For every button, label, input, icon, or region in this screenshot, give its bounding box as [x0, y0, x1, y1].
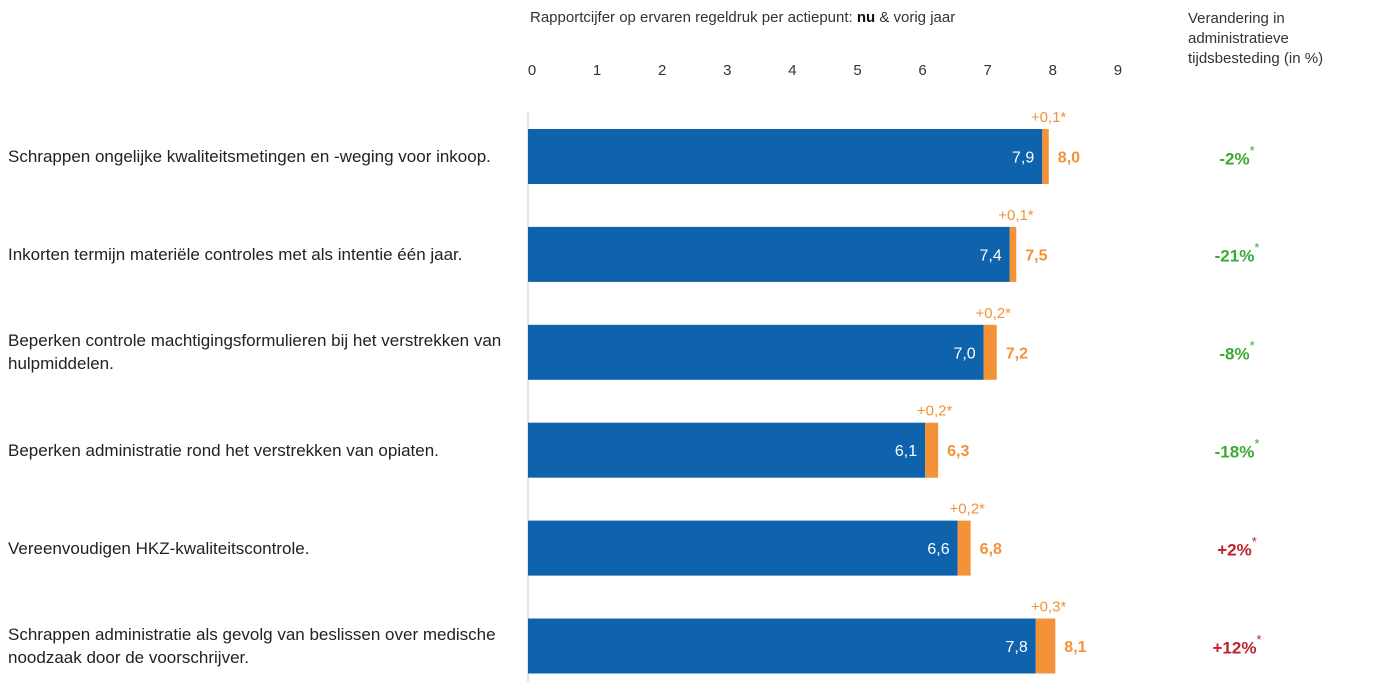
time-change-number: +2% [1217, 540, 1252, 560]
time-change-value: +12%* [1172, 632, 1302, 659]
bar-current-label: 7,2 [1006, 345, 1028, 362]
time-change-value: -2%* [1172, 142, 1302, 170]
time-change-value: -18%* [1172, 436, 1302, 463]
bar-previous [528, 618, 1036, 674]
bar-previous [528, 226, 1010, 282]
bar-previous [528, 422, 926, 478]
time-change-header-line: Verandering in [1188, 10, 1285, 27]
bar-increase [957, 520, 971, 576]
chart-title-prefix: Rapportcijfer op ervaren regeldruk per a… [530, 9, 857, 26]
time-change-number: -8% [1219, 344, 1250, 364]
category-label: Vereenvoudigen HKZ-kwaliteitscontrole. [8, 538, 310, 558]
x-tick-label: 5 [853, 62, 861, 79]
bar-previous [528, 520, 958, 576]
x-tick-label: 7 [984, 62, 992, 79]
time-change-number: -18% [1214, 442, 1255, 462]
bar-previous-label: 6,6 [927, 541, 949, 558]
time-change-marker: * [1254, 240, 1260, 256]
chart-title-suffix: & vorig jaar [875, 9, 956, 26]
x-tick-label: 2 [658, 62, 666, 79]
bar-difference-label: +0,1* [1031, 109, 1067, 126]
time-change-header-line: tijdsbesteding (in %) [1188, 50, 1324, 67]
bar-increase [983, 324, 997, 380]
bar-difference-label: +0,1* [998, 207, 1034, 224]
time-change-header-line: administratieve [1188, 30, 1289, 47]
chart-title: Rapportcijfer op ervaren regeldruk per a… [530, 9, 955, 26]
bar-increase [1035, 618, 1056, 674]
bar-current-label: 6,8 [980, 541, 1002, 558]
time-change-value: -21%* [1172, 240, 1302, 267]
time-change-marker: * [1254, 436, 1260, 452]
time-change-marker: * [1256, 632, 1262, 647]
bar-previous-label: 7,0 [953, 345, 975, 362]
time-change-number: -21% [1214, 247, 1255, 267]
time-change-number: +12% [1212, 638, 1257, 658]
time-change-header: Verandering in administratieve tijdsbest… [1188, 9, 1368, 69]
bar-increase [1042, 129, 1049, 184]
bar-current-label: 8,0 [1058, 150, 1080, 167]
bar-difference-label: +0,2* [917, 403, 953, 420]
bar-current-label: 7,5 [1025, 247, 1047, 264]
time-change-marker: * [1251, 534, 1257, 550]
category-label: Beperken administratie rond het verstrek… [8, 440, 439, 460]
x-tick-label: 4 [788, 62, 796, 79]
bar-previous-label: 7,8 [1006, 639, 1028, 656]
bar-increase [925, 422, 939, 478]
time-change-marker: * [1249, 142, 1255, 158]
x-tick-label: 3 [723, 62, 731, 79]
bar-difference-label: +0,3* [1031, 599, 1067, 616]
x-tick-label: 8 [1049, 62, 1057, 79]
bar-previous-label: 7,9 [1012, 150, 1034, 167]
bar-previous-label: 6,1 [895, 443, 917, 460]
bar-previous-label: 7,4 [979, 247, 1001, 264]
bar-increase [1009, 226, 1017, 282]
category-label: Schrappen administratie als gevolg van b… [8, 625, 496, 667]
chart-title-bold: nu [856, 9, 876, 26]
time-change-value: +2%* [1172, 534, 1302, 561]
bar-difference-label: +0,2* [975, 305, 1011, 322]
x-tick-label: 1 [593, 62, 601, 79]
x-tick-label: 9 [1114, 62, 1122, 79]
bar-difference-label: +0,2* [949, 501, 985, 518]
x-tick-label: 0 [528, 62, 536, 79]
bar-previous [528, 324, 984, 380]
bar-current-label: 8,1 [1064, 639, 1086, 656]
time-change-value: -8%* [1172, 338, 1302, 365]
bar-previous [528, 129, 1043, 184]
category-label: Schrappen ongelijke kwaliteitsmetingen e… [8, 147, 491, 166]
x-tick-label: 6 [918, 62, 926, 79]
time-change-marker: * [1249, 338, 1255, 354]
category-label: Beperken controle machtigingsformulieren… [8, 331, 502, 374]
time-change-number: -2% [1219, 149, 1250, 169]
category-label: Inkorten termijn materiële controles met… [8, 244, 463, 264]
bar-current-label: 6,3 [947, 443, 969, 460]
